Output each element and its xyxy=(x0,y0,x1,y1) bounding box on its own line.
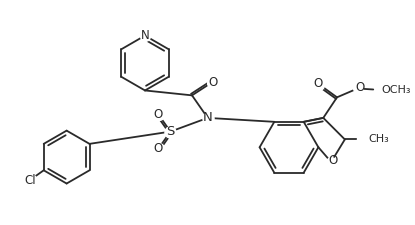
Text: O: O xyxy=(153,142,162,155)
Text: O: O xyxy=(355,81,364,94)
Text: O: O xyxy=(314,77,323,90)
Text: S: S xyxy=(166,125,175,138)
Text: OCH₃: OCH₃ xyxy=(381,86,410,95)
Text: O: O xyxy=(153,108,162,122)
Text: O: O xyxy=(328,155,338,167)
Text: N: N xyxy=(203,111,212,124)
Text: O: O xyxy=(208,76,217,89)
Text: Cl: Cl xyxy=(24,174,36,187)
Text: N: N xyxy=(141,29,149,42)
Text: CH₃: CH₃ xyxy=(369,135,389,144)
